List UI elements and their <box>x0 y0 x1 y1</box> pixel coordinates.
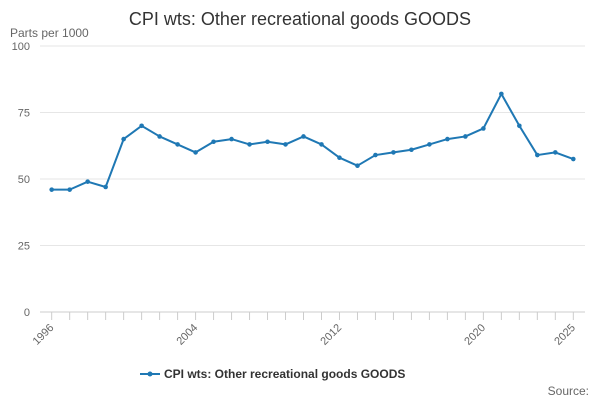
legend-marker-swatch <box>147 371 153 377</box>
legend-label: CPI wts: Other recreational goods GOODS <box>164 367 405 381</box>
legend: CPI wts: Other recreational goods GOODS <box>140 367 405 381</box>
x-tick-label: 2004 <box>174 322 200 348</box>
data-point <box>535 152 540 158</box>
data-point <box>67 187 72 192</box>
data-point <box>373 152 378 158</box>
data-point <box>139 123 144 129</box>
data-point <box>175 142 180 147</box>
data-point <box>229 136 234 142</box>
x-tick-label: 2025 <box>552 322 578 348</box>
data-point <box>157 134 162 139</box>
x-tick-label: 2012 <box>318 322 344 348</box>
data-point <box>553 150 558 155</box>
data-point <box>85 179 90 184</box>
x-tick-label: 1996 <box>31 322 57 348</box>
data-point <box>319 142 324 147</box>
x-axis-tick-labels: 1996 2004 2012 2020 2025 <box>31 322 578 348</box>
data-point <box>103 184 108 190</box>
data-point <box>121 136 126 142</box>
data-point <box>391 150 396 155</box>
series-line <box>51 92 574 191</box>
data-point <box>445 136 450 142</box>
series-group <box>49 91 576 192</box>
data-point <box>499 91 504 97</box>
chart-title: CPI wts: Other recreational goods GOODS <box>129 9 471 29</box>
data-point <box>49 187 54 192</box>
data-point <box>247 142 252 147</box>
source-label: Source: <box>548 384 589 398</box>
data-point <box>193 150 198 155</box>
data-point <box>265 139 270 145</box>
data-point <box>409 147 414 153</box>
data-point <box>337 155 342 161</box>
data-point <box>463 134 468 139</box>
data-point <box>481 126 486 131</box>
y-tick-label: 25 <box>18 241 30 253</box>
y-tick-label: 0 <box>24 307 30 319</box>
y-tick-label: 100 <box>12 41 30 53</box>
data-point <box>211 139 216 145</box>
grid-lines <box>40 45 585 246</box>
y-axis-unit-label: Parts per 1000 <box>10 26 89 40</box>
data-point <box>355 163 360 168</box>
x-axis-ticks <box>51 312 574 320</box>
data-point <box>301 134 306 139</box>
x-tick-label: 2020 <box>462 322 488 348</box>
data-point <box>427 142 432 147</box>
data-point <box>283 142 288 147</box>
y-tick-label: 75 <box>18 108 30 120</box>
data-point <box>571 156 576 162</box>
y-tick-label: 50 <box>18 174 30 186</box>
data-point <box>517 123 522 129</box>
y-axis-tick-labels: 0 25 50 75 100 <box>12 41 30 319</box>
